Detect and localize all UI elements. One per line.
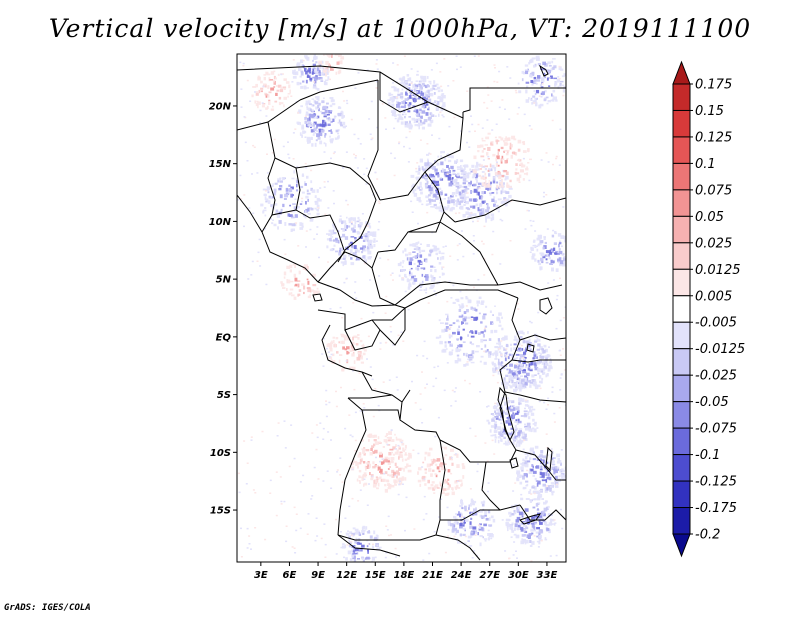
- lat-tick-label: 15N: [209, 159, 232, 170]
- colorbar-swatch: [672, 83, 691, 111]
- chart-title: Vertical velocity [m/s] at 1000hPa, VT: …: [48, 14, 752, 43]
- colorbar-label: -0.125: [695, 475, 737, 490]
- colorbar-label: -0.025: [695, 369, 737, 384]
- lat-tick-label: 5N: [216, 275, 232, 286]
- longitude-axis: 3E 6E 9E 12E 15E 18E 21E 24E 27E 30E 33E: [254, 562, 558, 581]
- colorbar-label: -0.175: [695, 501, 737, 516]
- lon-tick-label: 21E: [422, 570, 443, 581]
- colorbar-swatch: [672, 162, 691, 191]
- colorbar-label: 0.1: [695, 157, 716, 172]
- lon-tick-label: 15E: [365, 570, 386, 581]
- colorbar-swatch: [672, 374, 691, 403]
- latitude-axis: 20N 15N 10N 5N EQ 5S 10S 15S: [209, 101, 237, 517]
- colorbar-swatch: [672, 507, 691, 535]
- map-frame: [236, 53, 567, 563]
- colorbar-swatch: [672, 401, 691, 429]
- colorbar-label: -0.0125: [695, 342, 745, 357]
- lat-tick-label: EQ: [216, 332, 232, 343]
- colorbar-swatch: [672, 109, 691, 138]
- colorbar-label: 0.175: [695, 78, 732, 93]
- colorbar-label: 0.005: [695, 289, 732, 304]
- colorbar-bottom-arrow: [672, 533, 691, 558]
- colorbar-swatch: [672, 136, 691, 164]
- colorbar-label: -0.005: [695, 316, 737, 331]
- colorbar-swatch: [672, 480, 691, 509]
- colorbar-swatch: [672, 242, 691, 270]
- colorbar-swatch: [672, 454, 691, 482]
- colorbar: 0.175 0.15 0.125 0.1 0.075 0.05 0.025 0.0125 0.0…: [672, 60, 745, 558]
- colorbar-label: 0.15: [695, 104, 724, 119]
- lat-tick-label: 10S: [210, 448, 231, 459]
- colorbar-swatch: [672, 295, 691, 323]
- lon-tick-label: 24E: [451, 570, 472, 581]
- lat-tick-label: 10N: [209, 217, 232, 228]
- lat-tick-label: 15S: [210, 506, 231, 517]
- colorbar-label: 0.125: [695, 130, 732, 145]
- lat-tick-label: 20N: [209, 101, 232, 112]
- lon-tick-label: 18E: [394, 570, 415, 581]
- colorbar-swatch: [672, 215, 691, 244]
- colorbar-top-arrow: [672, 60, 691, 85]
- lon-tick-label: 6E: [283, 570, 297, 581]
- colorbar-swatch: [672, 427, 691, 456]
- colorbar-label: 0.05: [695, 210, 724, 225]
- lon-tick-label: 27E: [479, 570, 500, 581]
- lon-tick-label: 33E: [537, 570, 558, 581]
- lon-tick-label: 9E: [311, 570, 325, 581]
- colorbar-swatch: [672, 348, 691, 376]
- colorbar-swatch: [672, 189, 691, 217]
- colorbar-swatch: [672, 321, 691, 350]
- country-borders: [237, 64, 566, 561]
- colorbar-label: 0.025: [695, 236, 732, 251]
- colorbar-label: -0.075: [695, 422, 737, 437]
- velocity-field: [237, 54, 566, 562]
- lon-tick-label: 12E: [336, 570, 357, 581]
- lat-tick-label: 5S: [217, 390, 231, 401]
- colorbar-label: 0.0125: [695, 263, 741, 278]
- colorbar-label: -0.05: [695, 395, 729, 410]
- colorbar-label: -0.2: [695, 528, 720, 543]
- lon-tick-label: 30E: [508, 570, 529, 581]
- grads-credit: GrADS: IGES/COLA: [4, 603, 91, 613]
- colorbar-label: 0.075: [695, 183, 732, 198]
- lon-tick-label: 3E: [254, 570, 268, 581]
- colorbar-label: -0.1: [695, 448, 720, 463]
- colorbar-swatch: [672, 268, 691, 297]
